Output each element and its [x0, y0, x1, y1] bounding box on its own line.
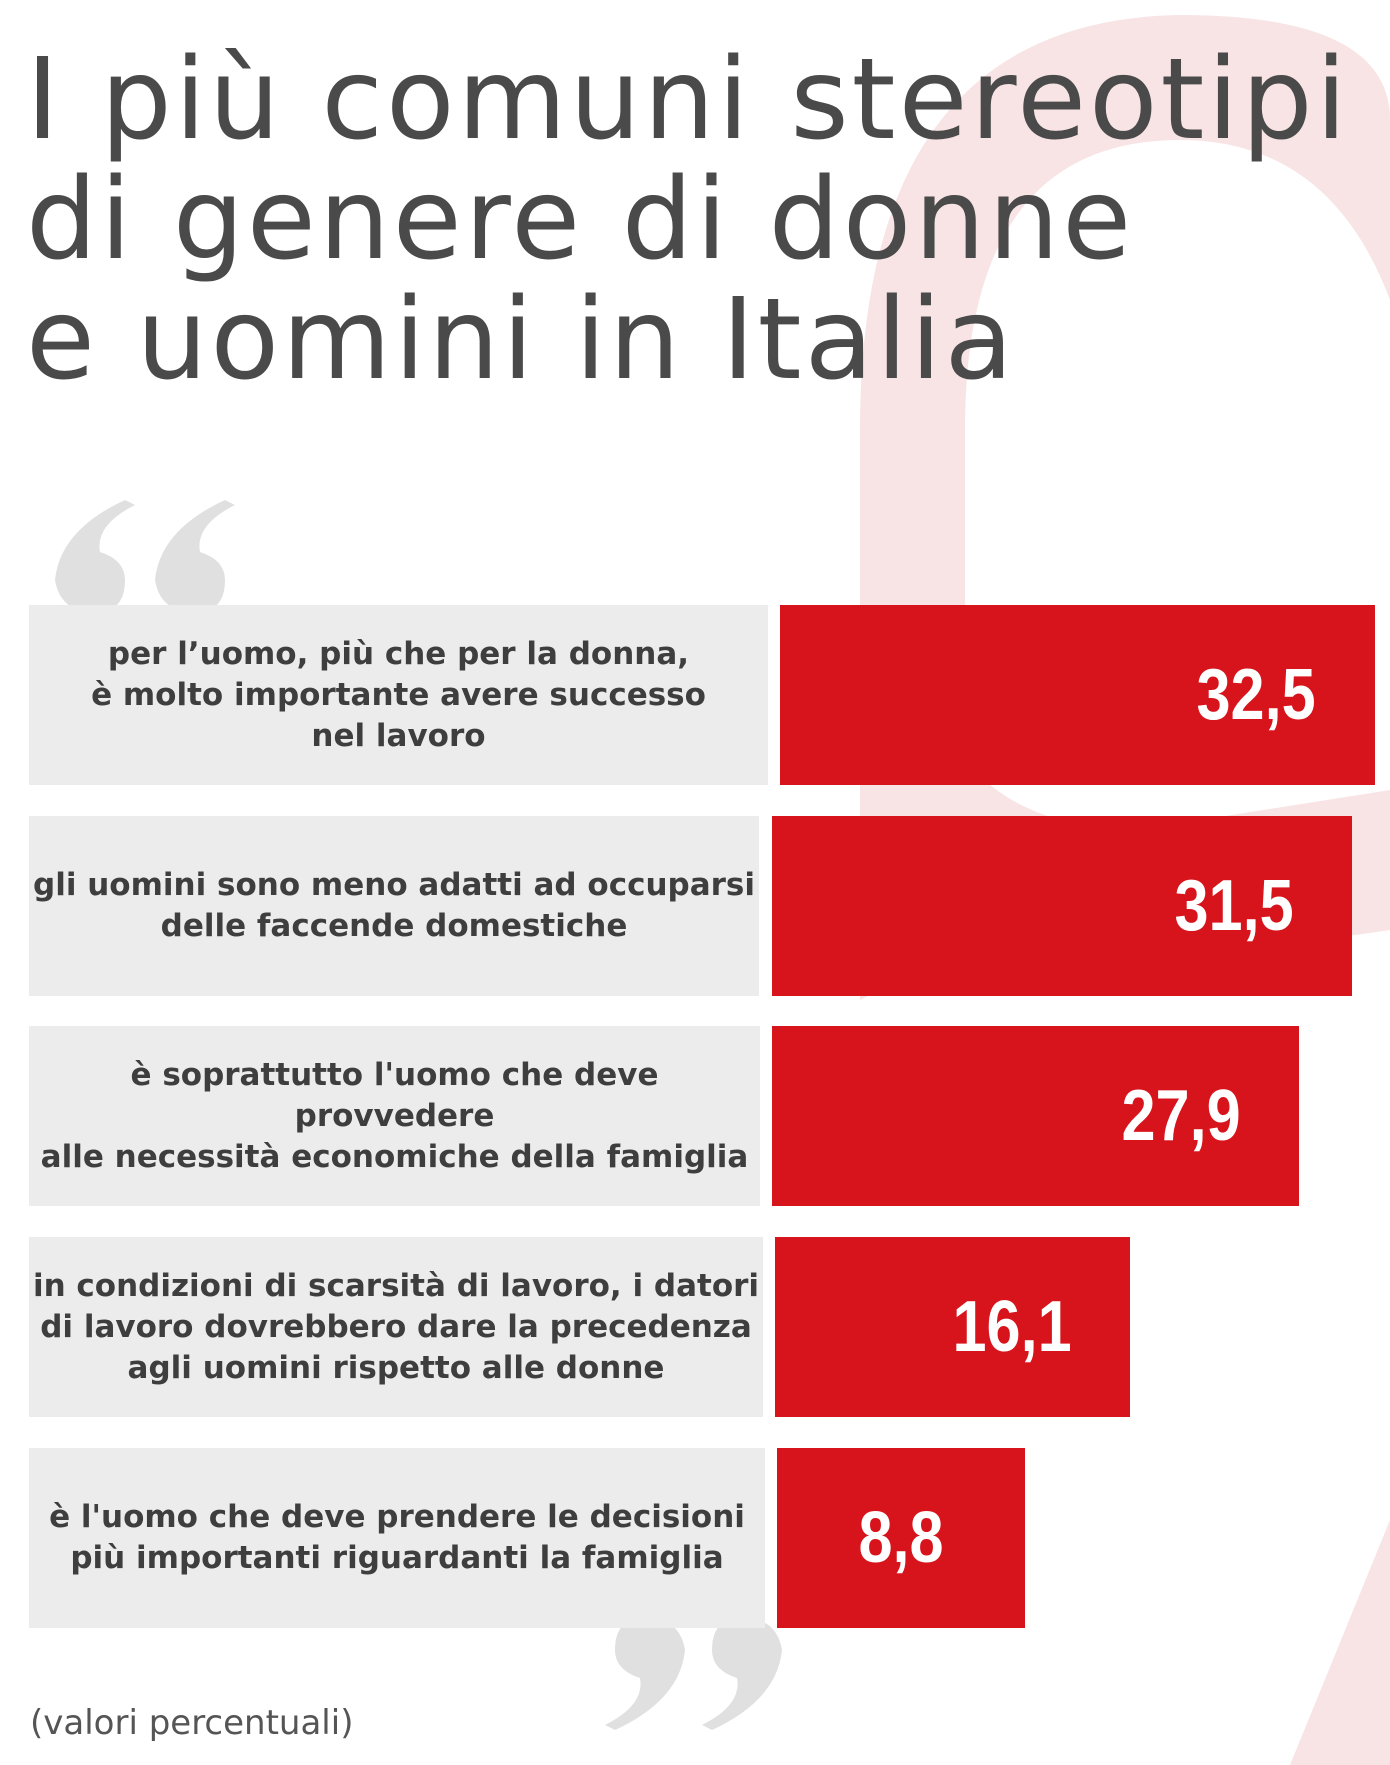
category-label: gli uomini sono meno adatti ad occuparsi…	[29, 816, 759, 996]
bar: 31,5	[772, 816, 1352, 996]
category-label: in condizioni di scarsità di lavoro, i d…	[29, 1237, 763, 1417]
close-quote-icon	[605, 1617, 782, 1730]
category-label: è l'uomo che deve prendere le decisioni …	[29, 1448, 765, 1628]
bar: 27,9	[772, 1026, 1300, 1206]
bar: 32,5	[780, 605, 1375, 785]
footnote: (valori percentuali)	[30, 1703, 354, 1743]
open-quote-icon	[55, 500, 235, 613]
value-label: 27,9	[1121, 1076, 1241, 1156]
value-label: 32,5	[1196, 655, 1316, 735]
bar: 16,1	[775, 1237, 1131, 1417]
category-label: è soprattutto l'uomo che deve provvedere…	[29, 1026, 760, 1206]
bar: 8,8	[777, 1448, 1026, 1628]
value-label: 31,5	[1174, 866, 1294, 946]
page-title: I più comuni stereotipi di genere di don…	[26, 35, 1350, 405]
value-label: 16,1	[952, 1287, 1072, 1367]
category-label: per l’uomo, più che per la donna, è molt…	[29, 605, 768, 785]
value-label: 8,8	[858, 1498, 944, 1578]
